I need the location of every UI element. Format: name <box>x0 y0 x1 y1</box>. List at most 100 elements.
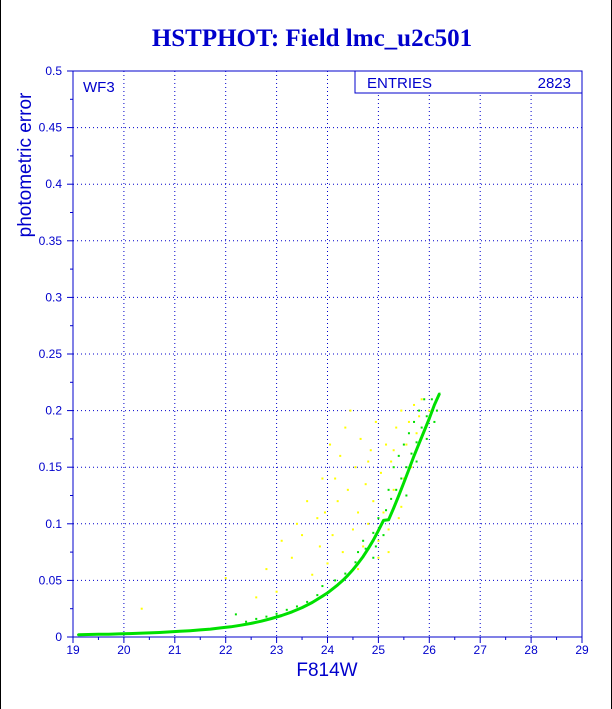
data-point <box>357 551 360 554</box>
data-point <box>423 398 426 401</box>
data-point <box>377 517 380 520</box>
data-point <box>334 579 337 582</box>
data-point <box>321 585 324 588</box>
y-tick-label: 0.35 <box>39 234 63 248</box>
data-point <box>275 590 278 593</box>
data-point <box>295 605 298 608</box>
data-point <box>425 437 428 440</box>
x-tick-label: 20 <box>117 643 131 657</box>
data-point <box>390 497 393 500</box>
data-point <box>290 556 293 559</box>
data-point <box>402 443 405 446</box>
y-tick-label: 0.5 <box>45 64 62 78</box>
data-point <box>418 415 421 418</box>
data-point <box>301 534 304 537</box>
data-point <box>357 511 360 514</box>
data-point <box>341 551 344 554</box>
data-point <box>354 466 357 469</box>
x-tick-label: 21 <box>168 643 182 657</box>
data-point <box>382 534 385 537</box>
data-point <box>387 488 390 491</box>
data-point <box>349 409 352 412</box>
data-point <box>334 477 337 480</box>
stats-box <box>354 70 583 94</box>
data-point <box>420 398 423 401</box>
data-point <box>392 488 395 491</box>
data-point <box>362 539 365 542</box>
stats-entries-label: ENTRIES <box>367 75 432 92</box>
x-tick-label: 28 <box>524 643 538 657</box>
data-point <box>415 432 418 435</box>
data-point <box>367 522 370 525</box>
data-point <box>407 432 410 435</box>
data-point <box>265 568 268 571</box>
data-point <box>418 409 421 412</box>
x-tick-label: 24 <box>321 643 335 657</box>
data-point <box>435 409 438 412</box>
data-point <box>255 596 258 599</box>
y-tick-label: 0.3 <box>45 290 62 304</box>
data-point <box>77 633 80 636</box>
data-point <box>372 556 375 559</box>
data-point <box>285 608 288 611</box>
chart-title: HSTPHOT: Field lmc_u2c501 <box>152 25 472 52</box>
axis-ticks: 19 20 21 22 23 24 25 26 27 28 29 0 0.05 0.1 0.15 0.2 0.2… <box>39 64 589 657</box>
data-point <box>306 600 309 603</box>
data-point <box>392 449 395 452</box>
data-point <box>428 409 431 412</box>
data-point <box>321 477 324 480</box>
data-point <box>306 500 309 503</box>
data-point <box>311 573 314 576</box>
data-point <box>425 415 428 418</box>
data-point <box>413 403 416 406</box>
data-point <box>344 426 347 429</box>
data-point <box>344 572 347 575</box>
data-point <box>377 539 380 542</box>
data-point <box>369 449 372 452</box>
data-point <box>397 517 400 520</box>
y-tick-label: 0 <box>55 630 62 644</box>
y-tick-label: 0.1 <box>45 517 62 531</box>
data-point <box>377 556 380 559</box>
data-point <box>364 483 367 486</box>
data-point <box>367 460 370 463</box>
data-point <box>234 613 237 616</box>
series-0 <box>77 392 441 636</box>
x-tick-label: 25 <box>372 643 386 657</box>
data-point <box>410 466 413 469</box>
y-tick-label: 0.15 <box>39 460 63 474</box>
data-point <box>400 477 403 480</box>
y-tick-label: 0.25 <box>39 347 63 361</box>
series-1 <box>140 398 431 610</box>
data-point <box>387 551 390 554</box>
y-tick-label: 0.45 <box>39 121 63 135</box>
data-point <box>372 531 375 534</box>
data-point <box>390 460 393 463</box>
data-point <box>400 505 403 508</box>
data-point <box>410 452 413 455</box>
data-point <box>359 437 362 440</box>
data-point <box>362 545 365 548</box>
data-point <box>329 443 332 446</box>
y-tick-label: 0.2 <box>45 404 62 418</box>
data-point <box>265 615 268 618</box>
data-point <box>405 466 408 469</box>
y-tick-label: 0.05 <box>39 573 63 587</box>
x-tick-label: 27 <box>474 643 488 657</box>
data-point <box>415 460 418 463</box>
data-point <box>407 420 410 423</box>
x-tick-label: 29 <box>575 643 589 657</box>
data-point <box>224 577 227 580</box>
data-point <box>318 545 321 548</box>
main-locus-line <box>78 392 441 637</box>
data-points <box>77 392 441 637</box>
data-point <box>385 443 388 446</box>
data-point <box>316 517 319 520</box>
x-tick-label: 19 <box>66 643 80 657</box>
data-point <box>255 617 258 620</box>
data-point <box>336 500 339 503</box>
data-point <box>433 420 436 423</box>
stats-entries-value: 2823 <box>538 75 571 92</box>
data-point <box>379 471 382 474</box>
data-point <box>405 494 408 497</box>
